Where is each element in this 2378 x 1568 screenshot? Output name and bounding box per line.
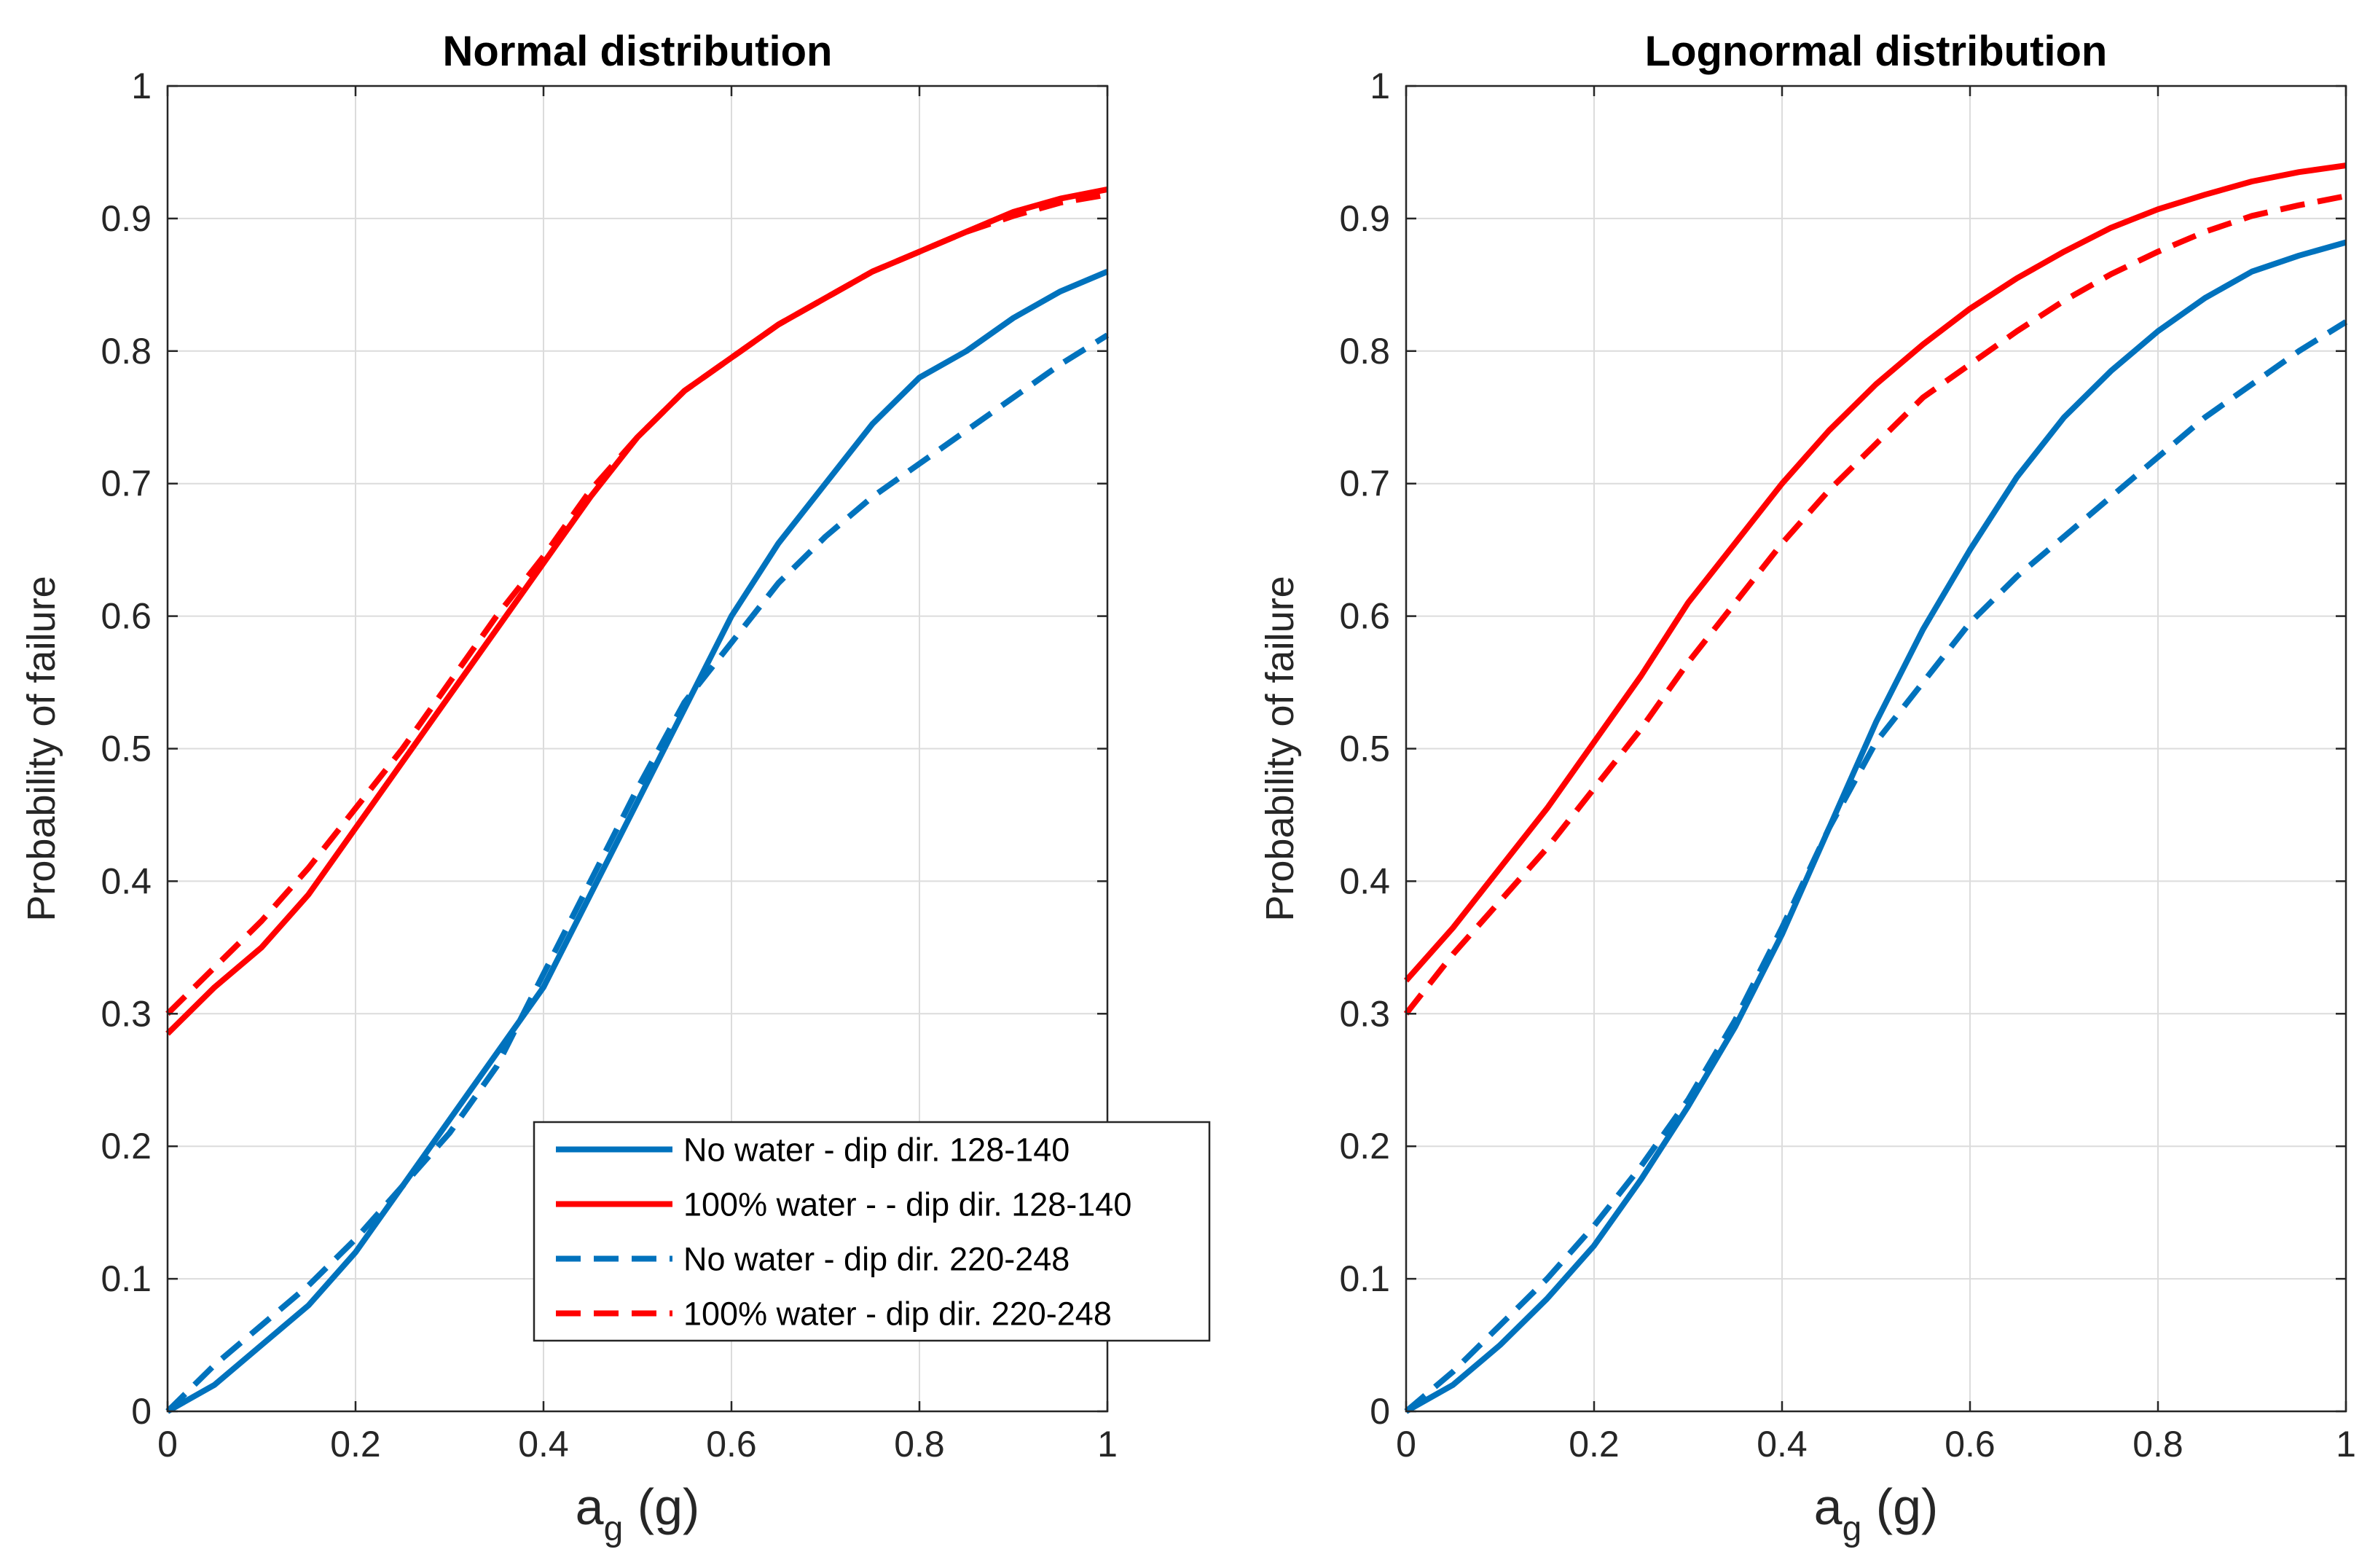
chart-title: Lognormal distribution xyxy=(1645,28,2108,75)
y-tick-label: 0.7 xyxy=(1339,463,1390,504)
y-axis-label: Probability of failure xyxy=(20,576,63,921)
y-tick-label: 1 xyxy=(1370,66,1390,106)
x-tick-label: 0.4 xyxy=(518,1424,569,1465)
x-axis-label-main: a xyxy=(1814,1478,1843,1535)
y-tick-label: 0.2 xyxy=(101,1126,152,1167)
x-tick-label: 0.2 xyxy=(330,1424,381,1465)
x-tick-label: 0.6 xyxy=(1945,1424,1996,1465)
x-tick-label: 0.6 xyxy=(706,1424,757,1465)
y-tick-label: 0.1 xyxy=(101,1258,152,1299)
chart-title: Normal distribution xyxy=(443,28,833,75)
series-line-4 xyxy=(1403,193,2347,1016)
plot-lognormal-distribution: 0 0.2 0.4 0.6 0.8 1 0 0.1 0.2 0.3 0.4 0.5 0.6 0.7 0.8 0… xyxy=(1258,28,2356,1548)
x-axis-label-subscript: g xyxy=(604,1510,624,1548)
x-tick-label: 1 xyxy=(1097,1424,1118,1465)
x-axis-label-unit: (g) xyxy=(1861,1478,1938,1535)
y-tick-label: 0.5 xyxy=(1339,729,1390,769)
y-tick-label: 0.4 xyxy=(101,861,152,901)
y-axis-label: Probability of failure xyxy=(1258,576,1302,921)
x-tick-label: 0.8 xyxy=(2132,1424,2183,1465)
series-line-3 xyxy=(1404,319,2348,1414)
series-line-3 xyxy=(165,332,1110,1414)
y-tick-label: 0.6 xyxy=(101,596,152,637)
y-tick-label: 0.7 xyxy=(101,463,152,504)
series-line-4 xyxy=(165,192,1108,1016)
x-tick-label: 0.4 xyxy=(1757,1424,1808,1465)
x-axis-label-main: a xyxy=(576,1478,604,1535)
x-tick-label: 0.8 xyxy=(894,1424,945,1465)
x-axis-label: ag (g) xyxy=(1814,1478,1939,1548)
y-tick-label: 0.9 xyxy=(101,198,152,239)
x-axis-label-unit: (g) xyxy=(623,1478,699,1535)
legend-label-1: No water - dip dir. 128-140 xyxy=(683,1132,1070,1169)
y-tick-label: 0 xyxy=(1370,1391,1390,1432)
y-tick-label: 0.1 xyxy=(1339,1258,1390,1299)
x-tick-label: 0.2 xyxy=(1569,1424,1620,1465)
legend-label-3: No water - dip dir. 220-248 xyxy=(683,1241,1070,1278)
y-tick-label: 0.5 xyxy=(101,729,152,769)
y-tick-label: 0.4 xyxy=(1339,861,1390,901)
legend: No water - dip dir. 128-140 100% water - … xyxy=(533,1121,1211,1342)
x-axis-label-subscript: g xyxy=(1843,1510,1862,1548)
y-tick-label: 0.8 xyxy=(101,331,152,372)
series-line-2 xyxy=(1404,162,2347,983)
y-tick-label: 0.3 xyxy=(1339,993,1390,1034)
y-tick-label: 1 xyxy=(131,66,152,106)
legend-label-4: 100% water - dip dir. 220-248 xyxy=(683,1295,1112,1333)
series-line-1 xyxy=(166,269,1109,1414)
y-tick-label: 0.2 xyxy=(1339,1126,1390,1167)
legend-box xyxy=(533,1121,1211,1342)
x-tick-label: 1 xyxy=(2336,1424,2356,1465)
y-tick-label: 0.6 xyxy=(1339,596,1390,637)
x-axis-label: ag (g) xyxy=(576,1478,700,1548)
y-tick-label: 0.8 xyxy=(1339,331,1390,372)
x-tick-label: 0 xyxy=(1396,1424,1416,1465)
y-tick-label: 0 xyxy=(131,1391,152,1432)
y-tick-label: 0.9 xyxy=(1339,198,1390,239)
legend-label-2: 100% water - - dip dir. 128-140 xyxy=(683,1186,1131,1223)
series-line-1 xyxy=(1405,239,2347,1414)
plot-normal-distribution: 0 0.2 0.4 0.6 0.8 1 0 0.1 0.2 0.3 0.4 0.5 0.6 0.7 0.8 0… xyxy=(20,28,1211,1548)
y-tick-label: 0.3 xyxy=(101,993,152,1034)
x-tick-label: 0 xyxy=(157,1424,178,1465)
